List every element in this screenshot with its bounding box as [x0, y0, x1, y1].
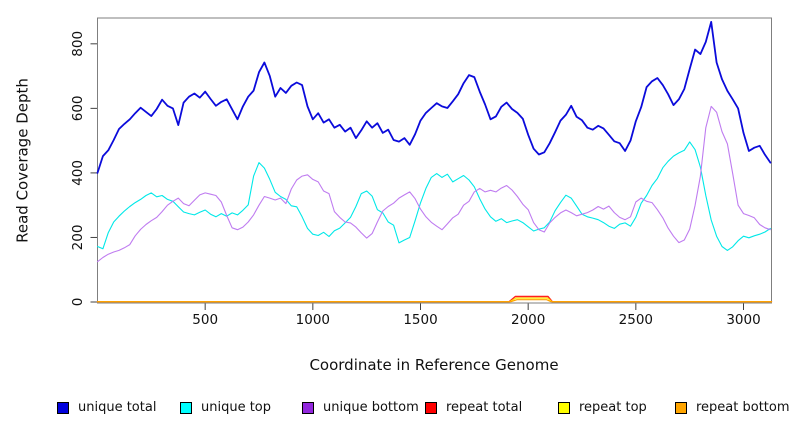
y-tick-label: 800 — [70, 31, 86, 57]
y-axis-title: Read Coverage Depth — [13, 78, 32, 243]
x-tick-label: 500 — [192, 312, 218, 328]
y-tick-label: 600 — [70, 95, 86, 121]
series-lines — [96, 20, 773, 303]
line-unique-bottom — [96, 105, 771, 263]
x-tick-label: 1000 — [296, 312, 330, 328]
y-tick-label: 200 — [70, 225, 86, 251]
x-tick-label: 1500 — [403, 312, 437, 328]
x-tick-label: 2500 — [619, 312, 653, 328]
line-unique-top — [96, 141, 771, 251]
x-axis: 500 1000 1500 2000 2500 3000 — [192, 303, 761, 328]
y-tick-label: 400 — [70, 160, 86, 186]
x-tick-label: 2000 — [511, 312, 545, 328]
y-tick-label: 0 — [70, 298, 86, 307]
y-axis: 0 200 400 600 800 — [70, 31, 97, 306]
line-unique-total — [96, 20, 772, 174]
line-repeat-bottom — [96, 299, 773, 303]
x-axis-title: Coordinate in Reference Genome — [309, 356, 559, 374]
x-tick-label: 3000 — [726, 312, 760, 328]
line-repeat-total — [96, 295, 773, 303]
plot-box — [97, 17, 772, 304]
